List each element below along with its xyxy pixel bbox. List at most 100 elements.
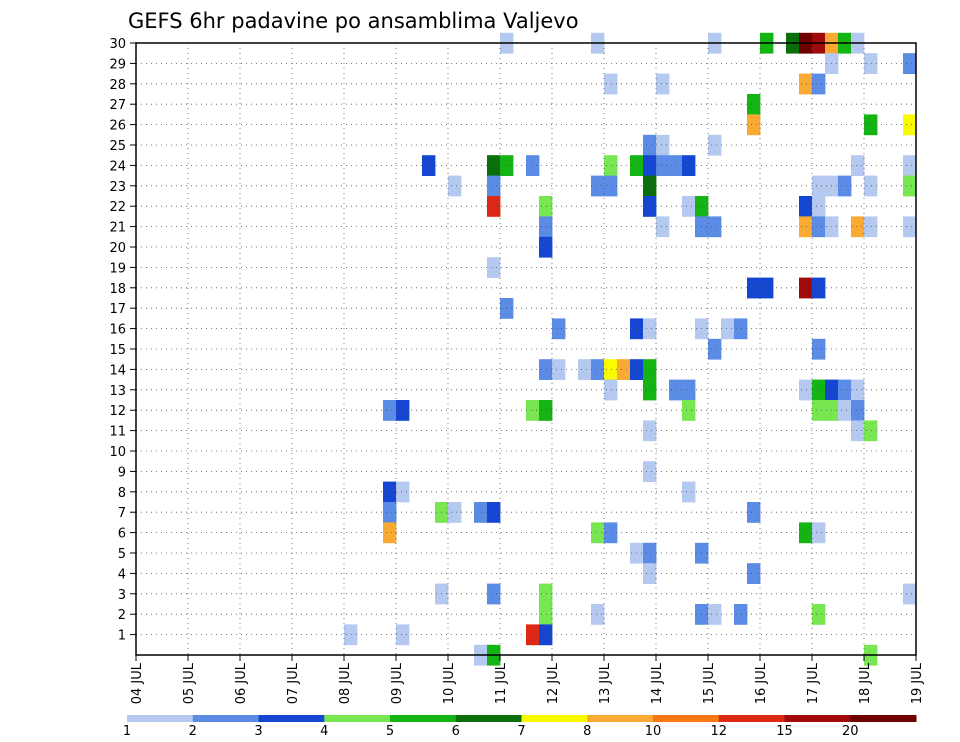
- precip-cell: [747, 502, 761, 523]
- grid-lines: [136, 42, 916, 655]
- x-tick-label: 09 JUL: [390, 662, 405, 704]
- precip-cell: [383, 502, 397, 523]
- precip-cell: [396, 624, 410, 646]
- precip-cell: [539, 624, 553, 646]
- y-tick-label: 29: [109, 57, 126, 72]
- colorbar-swatch: [587, 715, 654, 722]
- precip-cell: [643, 563, 657, 584]
- precip-cell: [799, 379, 813, 401]
- precip-cell: [487, 175, 501, 197]
- precip-cell: [604, 379, 618, 401]
- precip-cell: [864, 420, 878, 442]
- x-tick-label: 05 JUL: [182, 662, 197, 704]
- y-tick-label: 14: [109, 363, 126, 378]
- precip-cell: [643, 420, 657, 442]
- colorbar: 1 2 3 4 5 6 7 8 10 12 15 20: [123, 715, 917, 739]
- precip-cell: [747, 94, 761, 115]
- precip-cell: [344, 624, 358, 646]
- precip-cell: [669, 155, 683, 176]
- precip-cell: [604, 73, 618, 95]
- precip-cell: [591, 175, 605, 197]
- precip-cell: [383, 400, 397, 421]
- precip-cell: [799, 277, 813, 299]
- colorbar-label: 7: [517, 724, 525, 739]
- precip-cell: [851, 379, 865, 401]
- colorbar-label: 5: [386, 724, 394, 739]
- precip-cell: [656, 155, 670, 176]
- y-tick-label: 23: [109, 180, 126, 195]
- precip-cell: [838, 379, 852, 401]
- precip-cell: [539, 236, 553, 258]
- precip-cell: [526, 624, 540, 646]
- precip-cell: [552, 318, 566, 340]
- colorbar-swatch: [455, 715, 522, 722]
- x-tick-label: 16 JUL: [754, 662, 769, 704]
- precip-cell: [812, 216, 826, 238]
- precip-cell: [383, 522, 397, 544]
- precip-cell: [734, 604, 748, 625]
- x-tick-label: 04 JUL: [130, 662, 145, 704]
- x-tick-label: 19 JUL: [910, 662, 925, 704]
- colorbar-swatch: [192, 715, 259, 722]
- x-tick-label: 14 JUL: [650, 662, 665, 704]
- x-tick-label: 10 JUL: [442, 662, 457, 704]
- precip-cell: [383, 481, 397, 503]
- y-tick-label: 17: [109, 302, 126, 317]
- y-tick-label: 27: [109, 98, 126, 113]
- y-tick-label: 25: [109, 139, 126, 154]
- precip-cell: [747, 277, 761, 299]
- precip-cell: [812, 400, 826, 421]
- precip-cell: [656, 73, 670, 95]
- precip-cell: [591, 522, 605, 544]
- colorbar-label: 6: [452, 724, 460, 739]
- precip-cell: [903, 114, 917, 136]
- precip-cell: [864, 175, 878, 197]
- precip-cell: [617, 359, 631, 380]
- y-tick-label: 4: [118, 567, 126, 582]
- precip-cell: [812, 379, 826, 401]
- precip-cell: [539, 196, 553, 217]
- precip-cell: [721, 318, 735, 340]
- precip-cell: [708, 216, 722, 238]
- colorbar-label: 1: [123, 724, 131, 739]
- colorbar-swatch: [521, 715, 588, 722]
- precip-cell: [669, 379, 683, 401]
- y-tick-label: 30: [109, 37, 126, 52]
- precip-cell: [812, 196, 826, 217]
- precip-cell: [474, 502, 488, 523]
- precip-cell: [682, 196, 696, 217]
- x-tick-label: 06 JUL: [234, 662, 249, 704]
- y-tick-label: 5: [118, 547, 126, 562]
- precip-cell: [396, 400, 410, 421]
- colorbar-label: 4: [320, 724, 328, 739]
- colorbar-label: 3: [254, 724, 262, 739]
- y-tick-label: 20: [109, 241, 126, 256]
- chart-title: GEFS 6hr padavine po ansamblima Valjevo: [128, 9, 579, 33]
- precip-cell: [487, 502, 501, 523]
- colorbar-swatch: [718, 715, 785, 722]
- y-tick-label: 21: [109, 221, 126, 236]
- precip-cell: [578, 359, 592, 380]
- x-tick-label: 15 JUL: [702, 662, 717, 704]
- precip-cell: [799, 216, 813, 238]
- colorbar-label: 10: [645, 724, 662, 739]
- x-tick-label: 18 JUL: [858, 662, 873, 704]
- colorbar-swatch: [784, 715, 851, 722]
- precip-cell: [734, 318, 748, 340]
- precip-cell: [656, 134, 670, 156]
- precip-cell: [604, 522, 618, 544]
- precip-cell: [448, 502, 462, 523]
- colorbar-swatch: [653, 715, 720, 722]
- colorbar-swatch: [324, 715, 391, 722]
- x-tick-label: 13 JUL: [598, 662, 613, 704]
- y-tick-label: 2: [118, 608, 126, 623]
- precip-cell: [903, 155, 917, 176]
- precip-cell: [643, 196, 657, 217]
- precip-cell: [903, 175, 917, 197]
- precip-cell: [903, 216, 917, 238]
- precip-cell: [682, 155, 696, 176]
- precip-cell: [526, 155, 540, 176]
- precip-cell: [812, 175, 826, 197]
- precip-cell: [851, 400, 865, 421]
- y-tick-label: 18: [109, 282, 126, 297]
